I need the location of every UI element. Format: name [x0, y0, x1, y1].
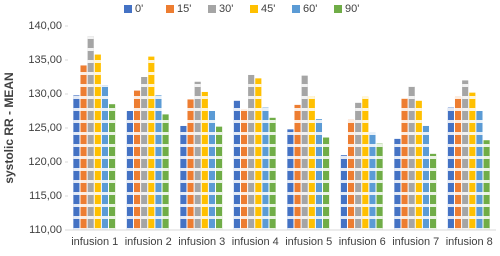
- y-tick-label: 110,00: [29, 224, 62, 236]
- y-tick-label: 115,00: [29, 190, 62, 202]
- bar-texture: [141, 77, 148, 230]
- bar-texture: [287, 129, 294, 230]
- legend-swatch: [334, 5, 342, 13]
- x-tick-label: infusion 4: [232, 236, 279, 248]
- bar-texture: [323, 137, 330, 230]
- y-tick-label: 135,00: [28, 54, 62, 66]
- y-tick-label: 130,00: [28, 88, 62, 100]
- y-axis-title: systolic RR - MEAN: [2, 72, 16, 183]
- bar-texture: [148, 56, 155, 230]
- bar-texture: [315, 119, 323, 230]
- bar-texture: [355, 102, 362, 230]
- bar-texture: [262, 107, 269, 230]
- x-tick-label: infusion 7: [392, 236, 439, 248]
- x-tick-label: infusion 1: [71, 236, 118, 248]
- bar-texture: [155, 95, 162, 230]
- bar-texture: [208, 111, 216, 230]
- bar-texture: [430, 153, 437, 230]
- bar-texture: [394, 138, 401, 230]
- bar-texture: [80, 65, 87, 230]
- bar-texture: [340, 155, 347, 230]
- legend-label: 30': [219, 3, 233, 15]
- legend-swatch: [292, 5, 300, 13]
- legend-swatch: [166, 5, 174, 13]
- bar-texture: [101, 85, 109, 230]
- bar-texture: [187, 99, 194, 230]
- bar-texture: [126, 111, 133, 230]
- x-tick-label: infusion 6: [339, 236, 386, 248]
- bar-texture: [201, 91, 208, 231]
- x-tick-label: infusion 3: [178, 236, 225, 248]
- bar-texture: [255, 78, 262, 230]
- bar-texture: [462, 80, 469, 231]
- y-tick-label: 125,00: [28, 122, 62, 134]
- bar-texture: [376, 143, 383, 230]
- bar-texture: [308, 96, 315, 230]
- legend-label: 0': [135, 3, 143, 15]
- bar-texture: [369, 132, 376, 230]
- bar-texture: [73, 95, 80, 230]
- legend-label: 60': [303, 3, 317, 15]
- bar-texture: [162, 114, 169, 230]
- bar-texture: [469, 92, 476, 230]
- legend-label: 45': [261, 3, 275, 15]
- bar-texture: [248, 74, 255, 231]
- bar-texture: [362, 96, 369, 230]
- bar-texture: [347, 119, 355, 230]
- x-tick-label: infusion 8: [446, 236, 493, 248]
- bar-texture: [216, 126, 223, 230]
- bar-texture: [454, 96, 462, 230]
- bar-texture: [194, 81, 201, 230]
- bar-texture: [447, 107, 454, 230]
- legend-swatch: [124, 5, 132, 13]
- bar-texture: [294, 104, 301, 230]
- y-tick-label: 120,00: [28, 156, 62, 168]
- x-tick-label: infusion 2: [125, 236, 172, 248]
- bar-texture: [240, 109, 248, 230]
- y-tick-label: 140,00: [28, 20, 62, 32]
- bar-texture: [87, 36, 94, 231]
- legend-label: 90': [345, 3, 359, 15]
- legend-swatch: [208, 5, 216, 13]
- bar-texture: [476, 111, 483, 230]
- legend-label: 15': [177, 3, 191, 15]
- bar-texture: [94, 54, 101, 231]
- bar-texture: [408, 86, 415, 231]
- bar-texture: [483, 140, 490, 230]
- bar-texture: [401, 98, 408, 230]
- bar-texture: [180, 125, 187, 230]
- bar-texture: [109, 104, 116, 230]
- bar-texture: [301, 75, 308, 230]
- bar-texture: [133, 90, 141, 230]
- x-tick-label: infusion 5: [285, 236, 332, 248]
- bar-texture: [233, 100, 240, 230]
- legend-swatch: [250, 5, 258, 13]
- bar-texture: [422, 125, 430, 230]
- bar-texture: [269, 117, 276, 230]
- bar-texture: [415, 100, 422, 230]
